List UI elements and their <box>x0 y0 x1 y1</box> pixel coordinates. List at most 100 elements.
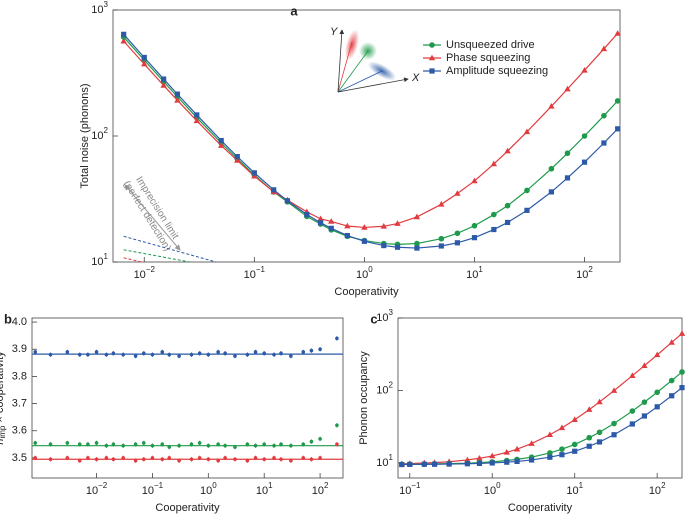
tick-exponent: 2 <box>661 481 666 490</box>
fit-line <box>401 371 683 465</box>
point <box>120 37 127 44</box>
point <box>289 354 293 358</box>
point <box>77 352 82 357</box>
panel-label: c <box>370 311 377 326</box>
point <box>328 218 335 224</box>
point <box>489 452 496 459</box>
point <box>65 441 70 445</box>
tick-exponent: 3 <box>104 0 109 9</box>
point <box>197 456 202 460</box>
inset-label: Y <box>330 26 338 38</box>
point <box>586 406 593 412</box>
y-axis-title: nimp × cooperativity <box>0 351 7 445</box>
point <box>504 202 511 209</box>
tick-base: 10 <box>91 256 103 268</box>
point <box>141 457 146 462</box>
point <box>150 456 155 460</box>
point <box>679 385 685 391</box>
point <box>464 456 471 463</box>
x-tick-label: 10−1 <box>142 481 164 497</box>
point <box>361 224 368 230</box>
point <box>217 142 225 148</box>
tick-base: 10 <box>466 269 478 281</box>
tick-base: 10 <box>376 457 388 469</box>
point <box>216 458 220 463</box>
legend-label: Amplitude squeezing <box>446 65 548 77</box>
point <box>33 441 38 445</box>
tick-exponent: 3 <box>389 308 394 317</box>
inset-vector <box>337 41 353 93</box>
tick-base: 10 <box>376 384 388 396</box>
panel-label: b <box>4 311 12 326</box>
point <box>177 443 181 448</box>
point <box>309 348 314 353</box>
y-tick-label: 3.7 <box>12 397 27 409</box>
tick-base: 10 <box>356 269 368 281</box>
point <box>216 350 220 354</box>
tick-base: 10 <box>376 312 388 324</box>
point <box>160 350 165 354</box>
point <box>301 456 306 460</box>
point <box>394 244 401 250</box>
x-tick-label: 102 <box>312 481 329 497</box>
point <box>141 351 146 356</box>
point <box>279 457 283 462</box>
y-tick-label: 102 <box>376 381 393 397</box>
point <box>77 458 82 463</box>
point <box>679 369 685 375</box>
tick-exponent: 0 <box>212 481 217 490</box>
tick-exponent: 2 <box>104 126 109 135</box>
point <box>490 160 498 167</box>
point <box>317 215 324 222</box>
point <box>564 150 571 157</box>
point <box>245 458 250 463</box>
point <box>48 352 53 357</box>
annotation: Imprecision limit (perfect detection) <box>121 175 181 253</box>
point <box>245 442 250 447</box>
x-tick-label: 10−2 <box>134 265 156 281</box>
point <box>504 219 511 226</box>
point <box>528 457 535 463</box>
point <box>564 175 571 181</box>
point <box>586 434 593 441</box>
point <box>413 213 421 220</box>
point <box>223 351 227 356</box>
point <box>86 442 90 447</box>
point <box>344 233 350 239</box>
point <box>614 98 621 104</box>
x-tick-label: 101 <box>566 481 583 497</box>
point <box>150 443 155 448</box>
point <box>629 372 636 378</box>
point <box>167 445 172 449</box>
point <box>216 442 220 447</box>
point <box>611 420 617 427</box>
y-axis-title: Phonon occupancy <box>358 351 370 445</box>
point <box>454 230 461 237</box>
point <box>251 170 257 176</box>
y-tick-label: 3.8 <box>12 370 27 382</box>
x-tick-label: 10−1 <box>244 265 266 281</box>
point <box>407 461 413 468</box>
point <box>104 456 109 460</box>
tick-base: 10 <box>566 485 578 497</box>
y-tick-label: 101 <box>376 453 393 469</box>
point <box>454 190 461 196</box>
point <box>318 456 322 460</box>
point <box>558 424 566 431</box>
x-tick-label: 100 <box>356 265 373 281</box>
point <box>548 165 555 172</box>
x-tick-label: 102 <box>576 265 593 281</box>
point <box>454 240 461 246</box>
point <box>476 454 483 461</box>
point <box>262 457 267 462</box>
point <box>233 457 237 462</box>
point <box>309 457 314 462</box>
point <box>431 461 438 467</box>
inset-vector <box>337 70 383 93</box>
point <box>596 429 603 436</box>
point <box>572 448 578 454</box>
tick-exponent: 2 <box>389 381 394 390</box>
point <box>234 154 240 160</box>
point <box>141 60 148 67</box>
point <box>438 201 445 207</box>
